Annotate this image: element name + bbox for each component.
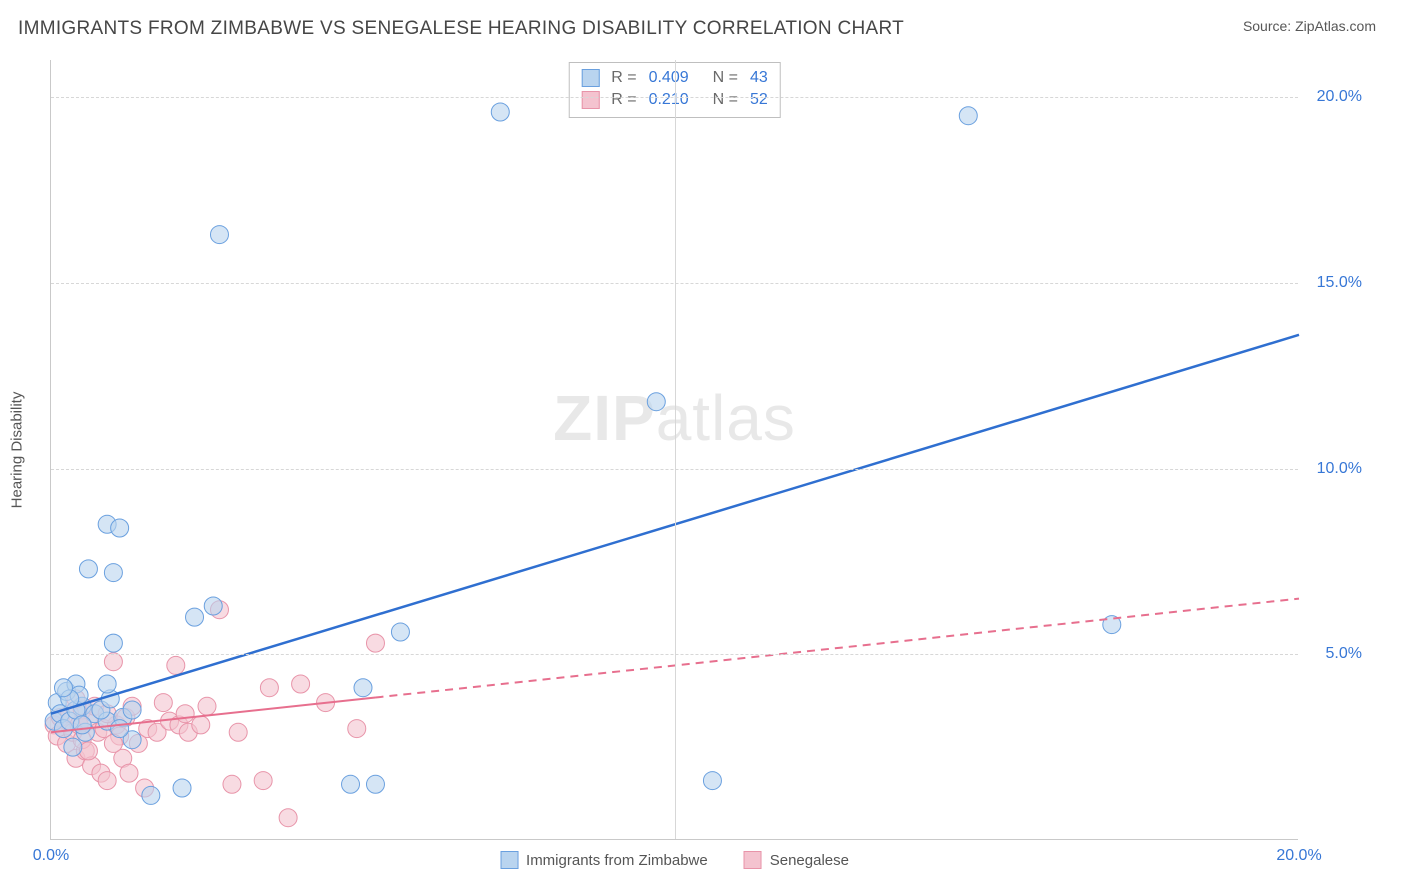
scatter-point-b [154, 694, 172, 712]
plot-area: Hearing Disability ZIPatlas R =0.409N =4… [50, 60, 1298, 840]
scatter-point-b [120, 764, 138, 782]
scatter-point-b [223, 775, 241, 793]
scatter-point-a [111, 720, 129, 738]
bottom-legend: Immigrants from Zimbabwe Senegalese [500, 851, 849, 869]
legend-label: Senegalese [770, 852, 849, 869]
scatter-point-b [348, 720, 366, 738]
x-tick-label: 20.0% [1276, 847, 1321, 865]
y-tick-label: 5.0% [1326, 645, 1362, 663]
legend-swatch [581, 91, 599, 109]
y-tick-label: 10.0% [1317, 460, 1362, 478]
scatter-point-a [959, 107, 977, 125]
scatter-point-b [176, 705, 194, 723]
y-tick-label: 15.0% [1317, 274, 1362, 292]
stats-r-value: 0.210 [649, 91, 689, 109]
scatter-point-a [98, 675, 116, 693]
y-tick-label: 20.0% [1317, 88, 1362, 106]
scatter-point-a [64, 738, 82, 756]
scatter-point-b [229, 723, 247, 741]
stats-n-value: 43 [750, 69, 768, 87]
chart-title: IMMIGRANTS FROM ZIMBABWE VS SENEGALESE H… [18, 18, 904, 40]
scatter-point-b [260, 679, 278, 697]
scatter-point-a [173, 779, 191, 797]
scatter-point-b [104, 653, 122, 671]
scatter-point-a [104, 634, 122, 652]
legend-swatch [500, 851, 518, 869]
scatter-point-a [354, 679, 372, 697]
scatter-point-b [279, 809, 297, 827]
x-tick-label: 0.0% [33, 847, 69, 865]
scatter-point-a [366, 775, 384, 793]
scatter-point-b [167, 656, 185, 674]
scatter-point-b [254, 772, 272, 790]
scatter-point-a [54, 679, 72, 697]
scatter-point-a [647, 393, 665, 411]
scatter-point-a [111, 519, 129, 537]
chart-source: Source: ZipAtlas.com [1243, 18, 1376, 34]
scatter-point-b [366, 634, 384, 652]
scatter-point-a [391, 623, 409, 641]
y-axis-label: Hearing Disability [9, 391, 26, 508]
scatter-point-a [73, 716, 91, 734]
legend-item: Senegalese [744, 851, 849, 869]
scatter-point-b [79, 742, 97, 760]
gridline-v [675, 60, 676, 839]
stats-n-value: 52 [750, 91, 768, 109]
stats-label: N = [713, 91, 738, 109]
stats-label: N = [713, 69, 738, 87]
scatter-point-a [104, 564, 122, 582]
scatter-point-a [342, 775, 360, 793]
scatter-point-a [123, 701, 141, 719]
scatter-point-a [204, 597, 222, 615]
scatter-point-a [210, 226, 228, 244]
stats-r-value: 0.409 [649, 69, 689, 87]
scatter-point-b [292, 675, 310, 693]
stats-label: R = [611, 69, 636, 87]
legend-swatch [581, 69, 599, 87]
legend-label: Immigrants from Zimbabwe [526, 852, 708, 869]
regression-line-b-dashed [375, 599, 1299, 698]
legend-swatch [744, 851, 762, 869]
scatter-point-a [491, 103, 509, 121]
scatter-point-b [192, 716, 210, 734]
legend-item: Immigrants from Zimbabwe [500, 851, 708, 869]
stats-label: R = [611, 91, 636, 109]
scatter-point-a [186, 608, 204, 626]
scatter-point-b [198, 697, 216, 715]
scatter-point-a [703, 772, 721, 790]
scatter-point-b [98, 772, 116, 790]
scatter-point-a [142, 786, 160, 804]
scatter-point-a [79, 560, 97, 578]
